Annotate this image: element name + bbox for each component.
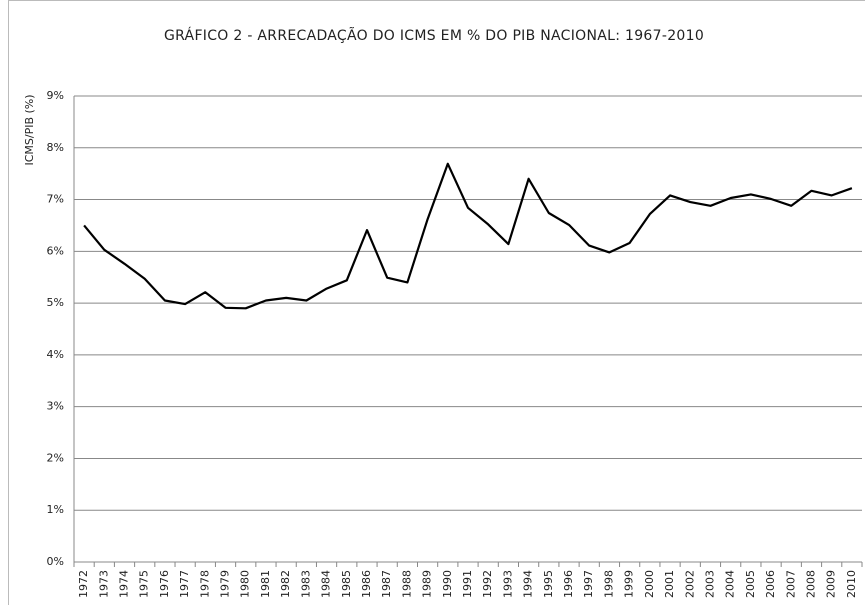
x-tick-label: 1993 xyxy=(501,570,514,598)
y-tick-label: 4% xyxy=(47,348,64,361)
x-tick-label: 2006 xyxy=(764,570,777,598)
x-tick-label: 1977 xyxy=(178,570,191,598)
x-tick-label: 1985 xyxy=(340,570,353,598)
x-tick-label: 1976 xyxy=(158,570,171,598)
x-tick-label: 2002 xyxy=(683,570,696,598)
x-tick-label: 2003 xyxy=(703,570,716,598)
x-tick-label: 2001 xyxy=(663,570,676,598)
x-tick-label: 1988 xyxy=(400,570,413,598)
x-tick-label: 2007 xyxy=(784,570,797,598)
x-tick-label: 1998 xyxy=(602,570,615,598)
x-tick-label: 1999 xyxy=(623,570,636,598)
x-tick-label: 1997 xyxy=(582,570,595,598)
x-tick-label: 1995 xyxy=(542,570,555,598)
y-tick-label: 9% xyxy=(47,89,64,102)
x-tick-label: 1989 xyxy=(421,570,434,598)
chart-frame xyxy=(8,0,865,605)
y-tick-label: 0% xyxy=(47,555,64,568)
x-tick-label: 2010 xyxy=(845,570,858,598)
y-tick-label: 8% xyxy=(47,141,64,154)
y-tick-label: 2% xyxy=(47,451,64,464)
line-series xyxy=(83,162,853,310)
x-tick-label: 1992 xyxy=(481,570,494,598)
x-tick-label: 1983 xyxy=(299,570,312,598)
x-tick-label: 1972 xyxy=(77,570,90,598)
x-tick-label: 1979 xyxy=(219,570,232,598)
x-tick-label: 2009 xyxy=(825,570,838,598)
x-tick-label: 1974 xyxy=(118,570,131,598)
x-tick-label: 2008 xyxy=(804,570,817,598)
x-tick-label: 1978 xyxy=(198,570,211,598)
x-tick-label: 2000 xyxy=(643,570,656,598)
x-tick-label: 1986 xyxy=(360,570,373,598)
y-tick-label: 5% xyxy=(47,296,64,309)
x-tick-label: 2005 xyxy=(744,570,757,598)
x-tick-label: 1973 xyxy=(97,570,110,598)
x-tick-label: 1980 xyxy=(239,570,252,598)
x-tick-label: 1991 xyxy=(461,570,474,598)
x-tick-label: 2004 xyxy=(724,570,737,598)
x-tick-label: 1981 xyxy=(259,570,272,598)
y-tick-label: 3% xyxy=(47,400,64,413)
x-tick-label: 1982 xyxy=(279,570,292,598)
x-tick-label: 1996 xyxy=(562,570,575,598)
x-tick-label: 1987 xyxy=(380,570,393,598)
chart-title: GRÁFICO 2 - ARRECADAÇÃO DO ICMS EM % DO … xyxy=(164,27,704,44)
y-axis-label: ICMS/PIB (%) xyxy=(23,94,36,165)
y-tick-label: 1% xyxy=(47,503,64,516)
x-tick-label: 1990 xyxy=(441,570,454,598)
x-tick-label: 1975 xyxy=(138,570,151,598)
y-tick-label: 6% xyxy=(47,244,64,257)
x-tick-label: 1984 xyxy=(320,570,333,598)
y-tick-label: 7% xyxy=(47,193,64,206)
x-tick-label: 1994 xyxy=(522,570,535,598)
